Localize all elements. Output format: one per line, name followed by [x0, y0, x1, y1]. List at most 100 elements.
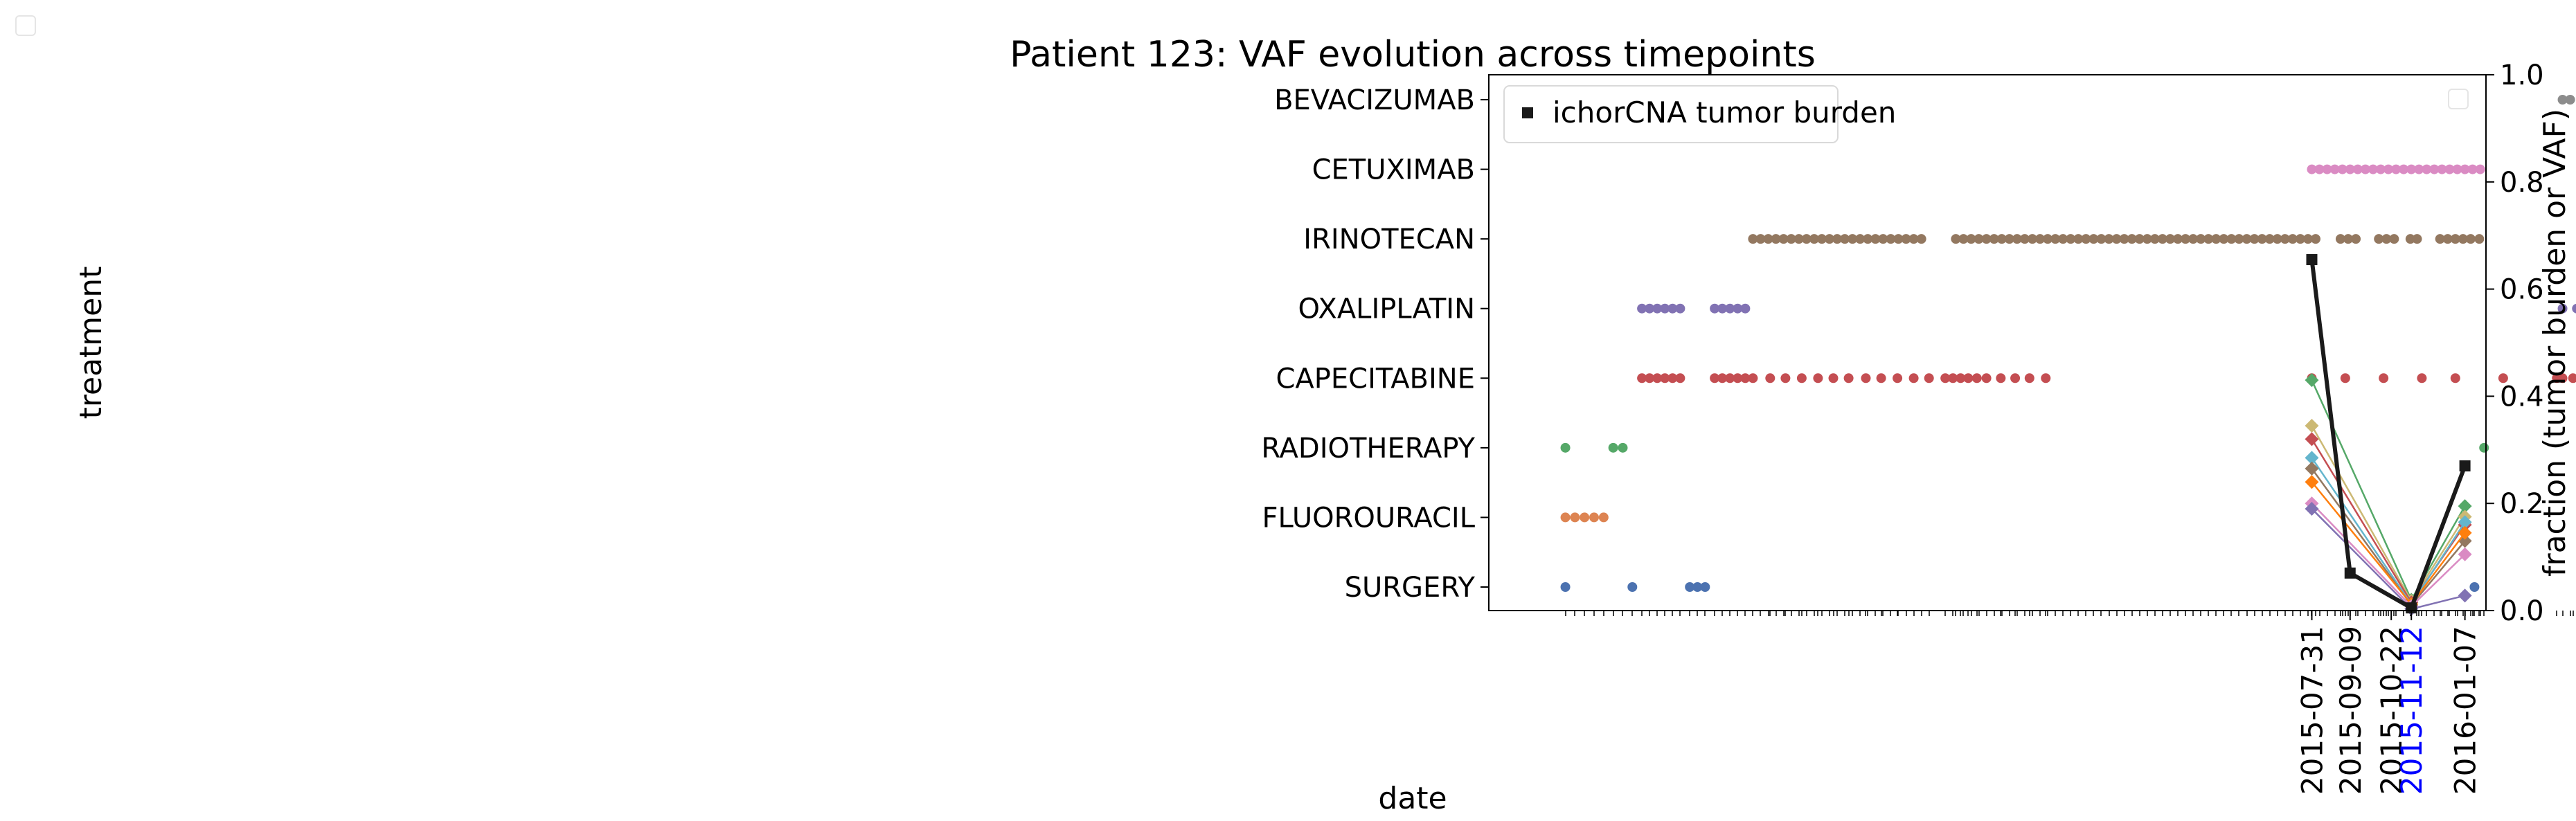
treatment-point [2249, 234, 2260, 244]
legend-box [1503, 85, 1839, 143]
treatment-point [1637, 373, 1647, 384]
treatment-point [1755, 234, 1766, 244]
treatment-point [2460, 164, 2470, 174]
treatment-point [2379, 373, 2389, 384]
treatment-point [2024, 373, 2034, 384]
treatment-point [2335, 234, 2345, 244]
treatment-point [2450, 373, 2460, 384]
treatment-point [2073, 234, 2084, 244]
treatment-point [2019, 234, 2030, 244]
treatment-point [2027, 234, 2037, 244]
treatment-point [1981, 234, 1992, 244]
treatment-point [2157, 234, 2167, 244]
legend: ichorCNA tumor burden [1503, 85, 1896, 143]
treatment-point [1963, 373, 1974, 384]
treatment-point [2188, 234, 2199, 244]
treatment-point [2458, 234, 2468, 244]
vaf-point [2458, 499, 2472, 514]
treatment-point [2345, 164, 2355, 174]
vaf-point [2305, 501, 2319, 516]
vaf-point [2305, 432, 2319, 446]
corner-checkbox[interactable] [15, 15, 36, 36]
treatment-label: IRINOTECAN [1303, 224, 1475, 255]
treatment-point [2081, 234, 2091, 244]
legend-marker [1522, 107, 1533, 118]
treatment-point [2012, 234, 2022, 244]
treatment-point [1780, 373, 1791, 384]
treatment-point [1809, 234, 1819, 244]
treatment-point [2374, 234, 2384, 244]
treatment-point [1700, 582, 1710, 592]
treatment-point [2066, 234, 2076, 244]
right-tick-label: 0.0 [2500, 595, 2544, 627]
treatment-point [2010, 373, 2021, 384]
right-axis-ticks: 0.0 0.2 0.4 0.6 0.8 1.0 [2486, 60, 2544, 627]
treatment-point [2391, 164, 2401, 174]
empty-legend-box [2448, 89, 2469, 109]
treatment-point [1748, 373, 1758, 384]
vaf-point [2305, 475, 2319, 489]
vaf-point [2305, 451, 2319, 465]
treatment-point [1956, 373, 1966, 384]
right-axis-label: fraction (tumor burden or VAF) [2537, 109, 2573, 577]
treatment-point [1974, 234, 1984, 244]
treatment-point [1645, 303, 1655, 314]
treatment-point [2444, 164, 2455, 174]
treatment-point [2134, 234, 2145, 244]
vaf-point [2305, 461, 2319, 476]
treatment-point [1675, 373, 1685, 384]
treatment-point [2465, 234, 2476, 244]
treatment-point [2173, 234, 2183, 244]
treatment-point [2414, 164, 2424, 174]
treatment-point [2311, 234, 2321, 244]
treatment-point [1652, 303, 1663, 314]
treatment-point [2442, 234, 2453, 244]
x-tick-label: 2015-11-12 [2395, 626, 2429, 795]
treatment-point [2119, 234, 2129, 244]
treatment-point [2329, 164, 2340, 174]
treatment-point [1901, 234, 1911, 244]
treatment-point [2226, 234, 2237, 244]
treatment-point [2498, 373, 2508, 384]
treatment-point [2127, 234, 2137, 244]
right-tick-label: 0.6 [2500, 274, 2544, 306]
treatment-point [2568, 373, 2576, 384]
legend-label: ichorCNA tumor burden [1553, 96, 1896, 129]
treatment-label: CETUXIMAB [1312, 154, 1475, 186]
treatment-label: FLUOROURACIL [1262, 502, 1476, 534]
treatment-point [2337, 164, 2347, 174]
right-tick-label: 0.2 [2500, 488, 2544, 520]
treatment-point [1589, 512, 1600, 523]
treatment-point [2435, 234, 2445, 244]
treatment-points [1560, 95, 2576, 592]
treatment-point [2389, 234, 2399, 244]
treatment-point [1765, 373, 1776, 384]
x-tick-label: 2015-10-22 [2374, 626, 2408, 795]
vaf-line [2311, 503, 2466, 608]
treatment-point [1878, 234, 1888, 244]
treatment-point [1981, 373, 1992, 384]
right-tick-label: 1.0 [2500, 60, 2544, 91]
treatment-point [2196, 234, 2206, 244]
treatment-point [1893, 234, 1904, 244]
treatment-point [2343, 234, 2353, 244]
treatment-point [2149, 234, 2160, 244]
treatment-point [2557, 373, 2568, 384]
x-tick-label: 2015-07-31 [2295, 626, 2329, 795]
left-axis-label: treatment [73, 267, 109, 419]
treatment-point [2572, 303, 2576, 314]
treatment-point [1801, 234, 1812, 244]
treatment-point [1560, 582, 1571, 592]
x-axis-label: date [1378, 781, 1447, 816]
treatment-point [1725, 373, 1735, 384]
treatment-point [2058, 234, 2068, 244]
treatment-point [2406, 164, 2417, 174]
treatment-point [1660, 373, 1670, 384]
treatment-point [1560, 512, 1571, 523]
treatment-point [2479, 442, 2489, 453]
treatment-point [2399, 164, 2409, 174]
treatment-point [1940, 373, 1951, 384]
treatment-point [1870, 234, 1881, 244]
treatment-point [1861, 373, 1871, 384]
treatment-point [2043, 234, 2053, 244]
